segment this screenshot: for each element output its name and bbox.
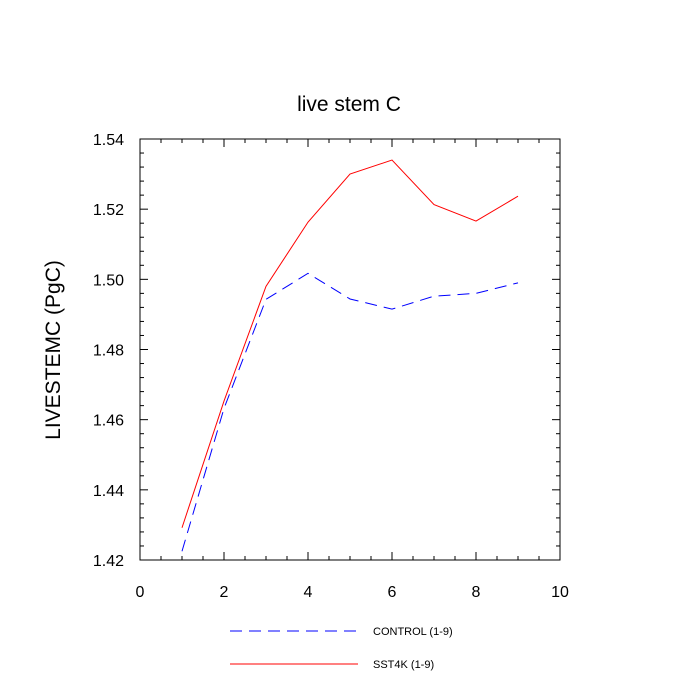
y-tick-label: 1.54 <box>93 132 124 149</box>
y-tick-label: 1.48 <box>93 343 124 360</box>
legend-label-sst4k-1-9: SST4K (1-9) <box>373 659 434 671</box>
series-line-sst4k-1-9 <box>181 159 519 528</box>
legend-label-control-1-9: CONTROL (1-9) <box>373 626 453 638</box>
x-tick-label: 10 <box>551 584 569 601</box>
legend: CONTROL (1-9) SST4K (1-9) <box>230 626 453 671</box>
x-tick-label: 0 <box>136 584 145 601</box>
plot-series <box>181 159 519 552</box>
y-tick-label: 1.46 <box>93 413 124 430</box>
y-axis-label: LIVESTEMC (PgC) <box>42 260 65 440</box>
y-tick-label: 1.42 <box>93 553 124 570</box>
x-tick-label: 4 <box>304 584 313 601</box>
x-tick-label: 6 <box>388 584 397 601</box>
series-line-control-1-9 <box>181 272 519 552</box>
x-tick-label: 8 <box>472 584 481 601</box>
axis-ticks: 0 2 4 6 8 10 1.42 1.44 1.46 1.48 1.50 1.52 1.54 <box>93 132 569 601</box>
chart-title: live stem C <box>297 93 401 116</box>
y-tick-label: 1.44 <box>93 483 124 500</box>
y-tick-label: 1.52 <box>93 202 124 219</box>
x-tick-label: 2 <box>220 584 229 601</box>
plot-frame <box>139 138 561 561</box>
y-tick-label: 1.50 <box>93 272 124 289</box>
